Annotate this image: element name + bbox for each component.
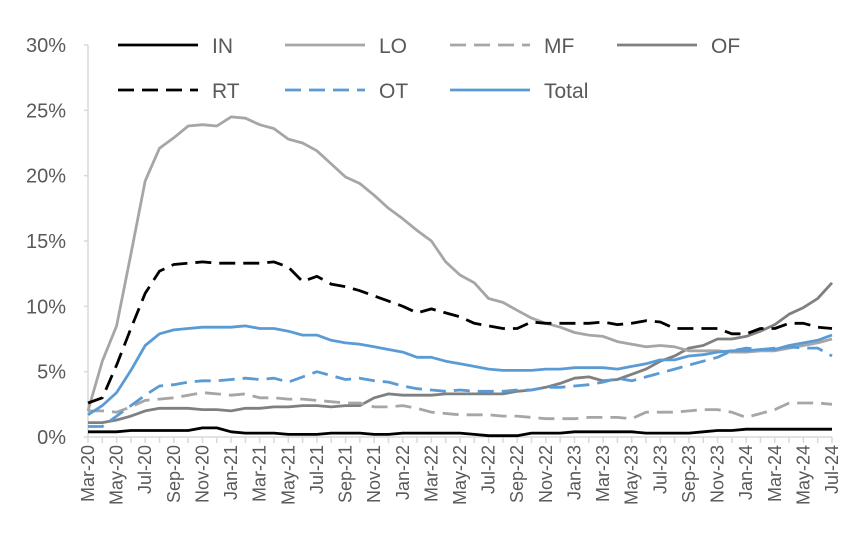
x-tick-label: Jul-20 bbox=[135, 445, 155, 494]
series-line-in bbox=[88, 426, 832, 438]
x-tick-label: Jan-23 bbox=[564, 445, 584, 500]
series-line-of bbox=[88, 281, 834, 425]
x-tick-label: Nov-21 bbox=[364, 445, 384, 503]
axes: 0% 5% 10% 15% 20% 25% 30% Mar-20 May-20 Jul-20 Sep… bbox=[26, 35, 842, 505]
legend-label-lo: LO bbox=[379, 35, 407, 58]
series-line-mf bbox=[88, 391, 833, 421]
x-tick-label: Jan-22 bbox=[393, 445, 413, 500]
x-tick-label: Jul-22 bbox=[479, 445, 499, 494]
legend-label-in: IN bbox=[212, 35, 233, 58]
y-tick-label: 0% bbox=[37, 427, 66, 449]
x-tick-label: Mar-24 bbox=[765, 445, 785, 502]
x-tick-label: Jul-23 bbox=[650, 445, 670, 494]
series-line-ot bbox=[88, 345, 833, 428]
x-tick-label: Jul-21 bbox=[307, 445, 327, 494]
x-tick-label: Mar-22 bbox=[421, 445, 441, 502]
legend-label-ot: OT bbox=[379, 80, 408, 103]
y-tick-label: 30% bbox=[26, 35, 66, 57]
x-tick-label: Jan-21 bbox=[221, 445, 241, 500]
x-tick-label: Nov-20 bbox=[192, 445, 212, 503]
y-tick-label: 25% bbox=[26, 100, 66, 122]
x-tick-label: Mar-20 bbox=[78, 445, 98, 502]
legend-label-rt: RT bbox=[212, 80, 240, 103]
y-tick-label: 20% bbox=[26, 166, 66, 188]
x-tick-label: Sep-21 bbox=[336, 445, 356, 503]
x-tick-label: Sep-20 bbox=[164, 445, 184, 503]
x-tick-label: May-20 bbox=[107, 445, 127, 505]
series-line-rt bbox=[87, 260, 833, 405]
x-tick-label: Nov-23 bbox=[708, 445, 728, 503]
x-tick-label: Jul-24 bbox=[822, 445, 842, 494]
x-tick-label: May-24 bbox=[793, 445, 813, 505]
legend-label-of: OF bbox=[711, 35, 740, 58]
y-tick-label: 15% bbox=[26, 231, 66, 253]
legend-label-mf: MF bbox=[544, 35, 574, 58]
x-tick-label: Jan-24 bbox=[736, 445, 756, 500]
x-tick-label: Mar-23 bbox=[593, 445, 613, 502]
legend: IN LO MF OF RT OT Total bbox=[118, 35, 740, 103]
x-tick-label: Nov-22 bbox=[536, 445, 556, 503]
legend-label-total: Total bbox=[544, 80, 588, 103]
x-tick-label: May-23 bbox=[622, 445, 642, 505]
x-tick-label: Sep-23 bbox=[679, 445, 699, 503]
x-tick-label: Sep-22 bbox=[507, 445, 527, 503]
y-tick-label: 5% bbox=[37, 362, 66, 384]
series-lines bbox=[86, 115, 834, 438]
x-tick-label: May-21 bbox=[278, 445, 298, 505]
series-line-total bbox=[87, 324, 833, 416]
x-tick-label: Mar-21 bbox=[250, 445, 270, 502]
series-line-lo bbox=[86, 115, 833, 412]
y-tick-label: 10% bbox=[26, 296, 66, 318]
x-tick-label: May-22 bbox=[450, 445, 470, 505]
